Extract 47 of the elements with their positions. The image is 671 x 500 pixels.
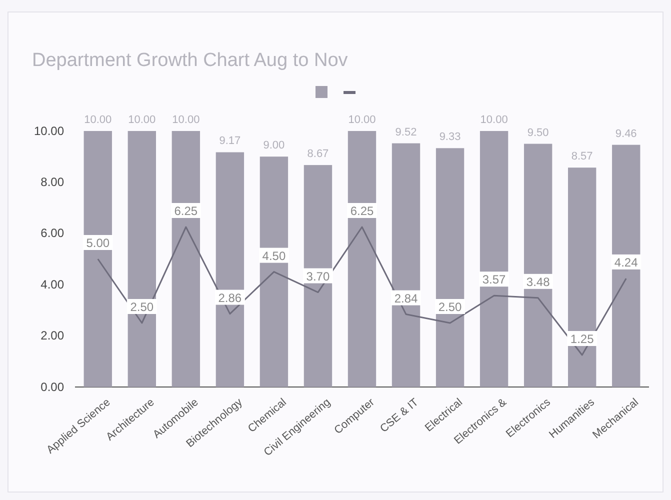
data-label: 10.00 (172, 114, 200, 126)
data-label: 9.17 (219, 135, 241, 148)
data-label: 3.70 (306, 269, 330, 284)
bar (612, 144, 640, 387)
bar (304, 165, 332, 387)
bar (480, 131, 508, 387)
data-label: 2.50 (130, 300, 154, 314)
y-tick-label: 4.00 (40, 277, 64, 292)
data-label: 10.00 (348, 114, 376, 126)
x-tick-label: CSE & IT (378, 396, 422, 436)
bar (172, 131, 200, 387)
data-label: 6.25 (350, 204, 374, 218)
data-label: 9.46 (615, 128, 637, 140)
data-label: 2.50 (438, 300, 462, 314)
y-tick-label: 0.00 (40, 380, 64, 394)
data-label: 2.86 (218, 290, 242, 305)
bar (392, 143, 420, 387)
data-label: 10.00 (128, 114, 156, 126)
data-label: 9.00 (263, 140, 285, 152)
bar (524, 144, 552, 387)
bar (568, 168, 596, 387)
data-label: 9.52 (395, 126, 417, 138)
data-label: 5.00 (86, 236, 110, 250)
data-label: 8.67 (307, 148, 329, 160)
data-label: 4.50 (262, 248, 286, 263)
data-label: 10.00 (480, 114, 508, 126)
data-label: 3.48 (526, 274, 550, 289)
data-label: 9.50 (527, 126, 549, 139)
data-label: 10.00 (84, 114, 112, 126)
bar (128, 131, 156, 387)
data-label: 1.25 (570, 332, 594, 346)
data-label: 9.33 (439, 131, 461, 144)
y-tick-label: 6.00 (40, 226, 64, 240)
bar (348, 131, 376, 387)
data-label: 8.57 (571, 150, 593, 163)
bar (436, 148, 464, 387)
bar (260, 156, 288, 387)
y-tick-label: 10.00 (34, 124, 64, 138)
data-label: 3.57 (482, 272, 506, 287)
chart-title: Department Growth Chart Aug to Nov (32, 50, 348, 71)
data-label: 2.84 (394, 291, 418, 306)
bar (216, 152, 244, 387)
y-tick-label: 8.00 (40, 175, 64, 190)
y-tick-label: 2.00 (40, 328, 64, 343)
bar (84, 131, 112, 387)
data-label: 6.25 (174, 204, 198, 218)
data-label: 4.24 (614, 255, 638, 270)
